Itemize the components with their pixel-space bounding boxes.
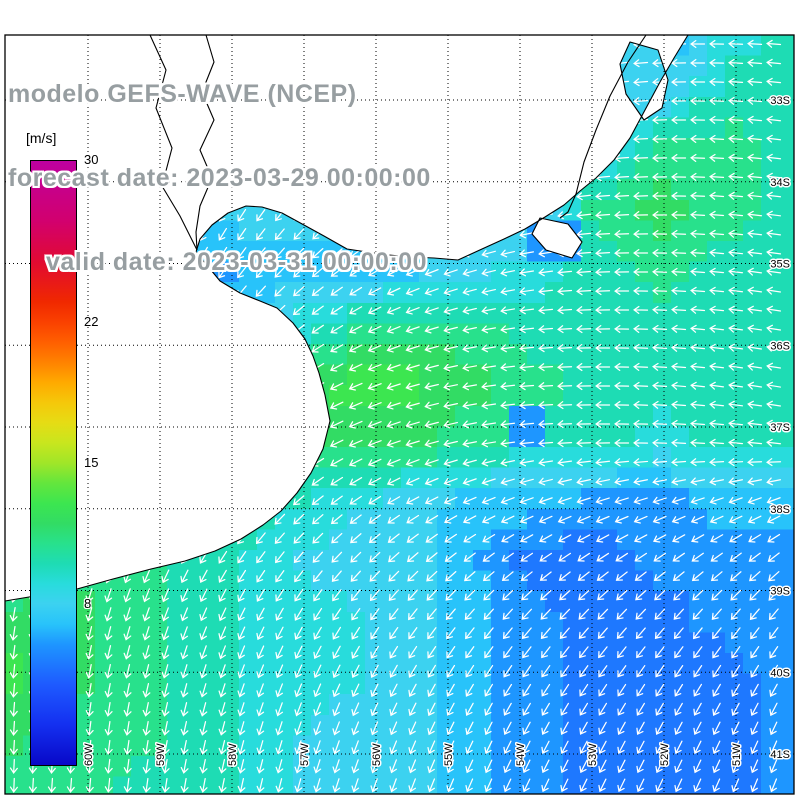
lat-label: 35S bbox=[770, 259, 790, 271]
colorbar-gradient bbox=[30, 160, 77, 766]
colorbar-tick-label: 30 bbox=[84, 152, 99, 167]
lat-label: 41S bbox=[770, 749, 790, 761]
river-path bbox=[149, 34, 198, 251]
lat-label: 37S bbox=[770, 422, 790, 434]
title-block: modelo GEFS-WAVE (NCEP) forecast date: 2… bbox=[8, 24, 431, 332]
colorbar-unit-label: [m/s] bbox=[26, 130, 57, 146]
lon-label: 55W bbox=[443, 743, 455, 766]
valid-date: valid date: 2023-03-31 00:00:00 bbox=[46, 248, 427, 276]
model-title: modelo GEFS-WAVE (NCEP) bbox=[8, 80, 357, 108]
plot-border bbox=[4, 34, 795, 795]
river-path bbox=[559, 34, 647, 219]
lat-label: 40S bbox=[770, 667, 790, 679]
coastline-layer bbox=[4, 34, 689, 602]
colorbar-tick-label: 8 bbox=[84, 596, 92, 612]
lon-label: 57W bbox=[299, 743, 311, 766]
lon-label: 58W bbox=[227, 743, 239, 766]
lagoon-outline bbox=[619, 41, 669, 121]
lat-label: 38S bbox=[770, 504, 790, 516]
colorbar-tick-label: 15 bbox=[84, 455, 99, 470]
lon-label: 53W bbox=[587, 743, 599, 766]
lat-label: 33S bbox=[770, 95, 790, 107]
graticule-layer bbox=[5, 35, 794, 794]
river-path bbox=[195, 34, 215, 251]
lon-label: 56W bbox=[371, 743, 383, 766]
lon-label: 51W bbox=[731, 743, 743, 766]
lat-label: 34S bbox=[770, 177, 790, 189]
lon-label: 54W bbox=[515, 743, 527, 766]
lat-label: 36S bbox=[770, 340, 790, 352]
colorbar-tick-label: 22 bbox=[84, 313, 99, 329]
lon-label: 60W bbox=[83, 743, 95, 766]
lon-label: 52W bbox=[659, 743, 671, 766]
coastline-path bbox=[4, 34, 689, 602]
forecast-date: forecast date: 2023-03-29 00:00:00 bbox=[8, 164, 431, 192]
lagoon-outline bbox=[531, 217, 583, 259]
lon-label: 59W bbox=[155, 743, 167, 766]
axis-labels-layer: 33S 34S 35S 36S 37S 38S 39S 40S 41S 60W 59W 58W 57W 5… bbox=[82, 94, 792, 768]
lat-label: 39S bbox=[770, 586, 790, 598]
